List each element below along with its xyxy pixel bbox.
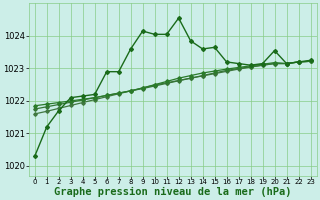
X-axis label: Graphe pression niveau de la mer (hPa): Graphe pression niveau de la mer (hPa) [54,186,292,197]
